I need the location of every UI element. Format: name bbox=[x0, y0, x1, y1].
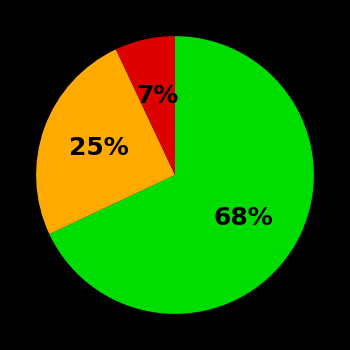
Wedge shape bbox=[116, 36, 175, 175]
Text: 7%: 7% bbox=[136, 84, 178, 108]
Text: 25%: 25% bbox=[69, 136, 129, 160]
Wedge shape bbox=[49, 36, 314, 314]
Wedge shape bbox=[36, 49, 175, 234]
Text: 68%: 68% bbox=[213, 206, 273, 230]
